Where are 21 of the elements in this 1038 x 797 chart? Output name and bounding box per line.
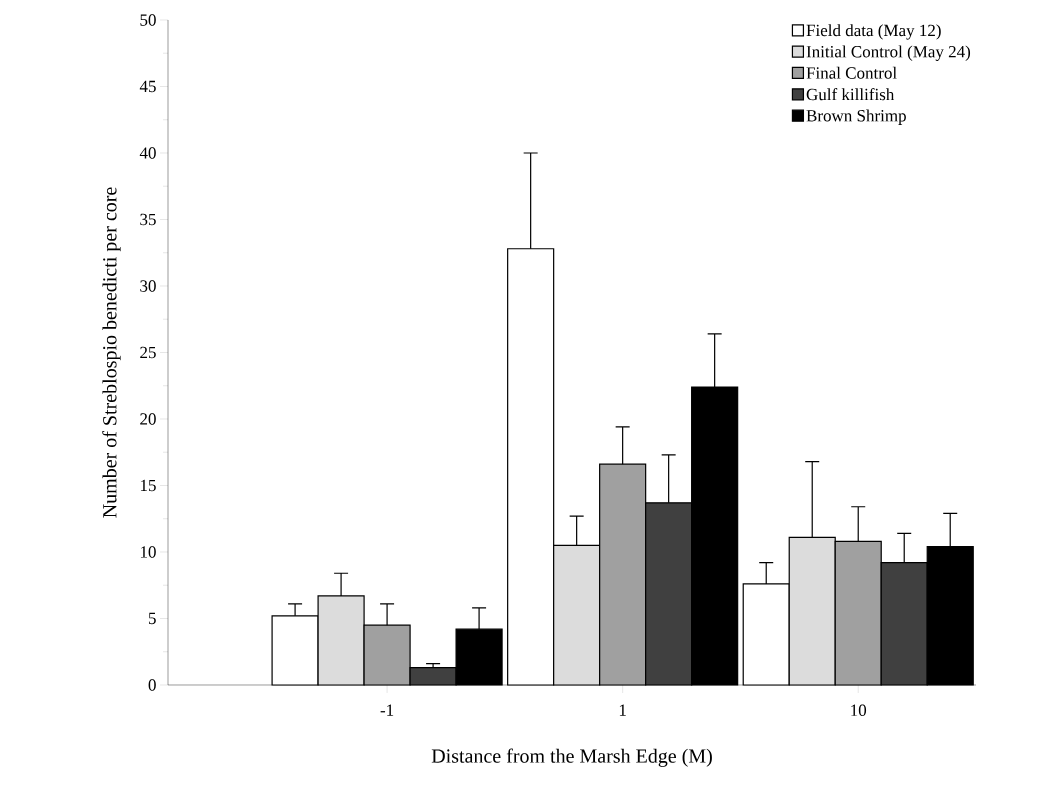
x-axis-title: Distance from the Marsh Edge (M): [431, 748, 712, 767]
y-tick-label: 40: [139, 147, 156, 159]
y-tick-label: 0: [148, 679, 156, 691]
x-tick-label: 1: [619, 704, 626, 716]
y-tick-label: 5: [148, 612, 156, 625]
y-tick-label: 10: [140, 546, 156, 558]
legend-label: Gulf killifish: [806, 88, 895, 101]
y-tick-label: 30: [140, 280, 156, 292]
x-tick-label: 10: [851, 704, 867, 716]
y-tick-label: 45: [139, 80, 156, 93]
x-tick-label: -1: [380, 704, 394, 716]
y-axis-title: Number of Streblospio benedicti per core: [102, 187, 121, 518]
y-tick-label: 20: [140, 413, 156, 425]
legend-label: Final Control: [806, 66, 897, 79]
legend-label: Brown Shrimp: [806, 109, 906, 125]
legend-label: Initial Control (May 24): [806, 45, 971, 61]
y-tick-label: 15: [140, 479, 156, 492]
y-tick-label: 35: [140, 213, 156, 226]
y-tick-label: 25: [140, 346, 156, 359]
y-tick-label: 50: [140, 14, 156, 26]
legend-label: Field data (May 12): [806, 24, 941, 40]
